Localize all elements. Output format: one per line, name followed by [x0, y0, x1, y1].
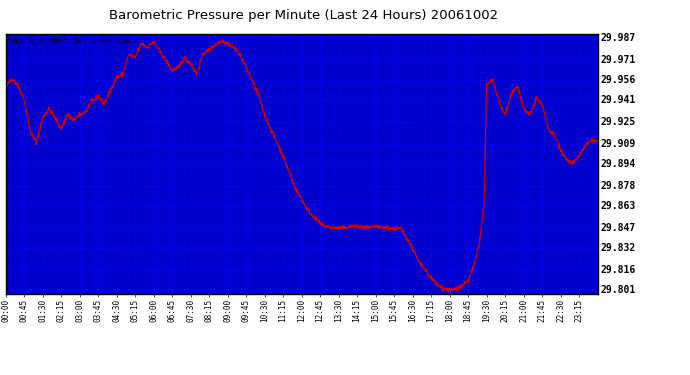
Text: 29.832: 29.832	[601, 243, 636, 253]
Text: 29.863: 29.863	[601, 201, 636, 211]
Text: Copyright 2006 Cartronics.com: Copyright 2006 Cartronics.com	[7, 38, 130, 44]
Text: 29.894: 29.894	[601, 159, 636, 169]
Text: 29.878: 29.878	[601, 181, 636, 191]
Text: Barometric Pressure per Minute (Last 24 Hours) 20061002: Barometric Pressure per Minute (Last 24 …	[109, 9, 498, 22]
Text: 29.909: 29.909	[601, 139, 636, 149]
Text: 29.801: 29.801	[601, 285, 636, 295]
Text: 29.971: 29.971	[601, 54, 636, 64]
Text: 29.816: 29.816	[601, 265, 636, 275]
Text: 29.925: 29.925	[601, 117, 636, 127]
Text: 29.941: 29.941	[601, 95, 636, 105]
Text: 29.987: 29.987	[601, 33, 636, 43]
Text: 29.847: 29.847	[601, 223, 636, 233]
Text: 29.956: 29.956	[601, 75, 636, 85]
